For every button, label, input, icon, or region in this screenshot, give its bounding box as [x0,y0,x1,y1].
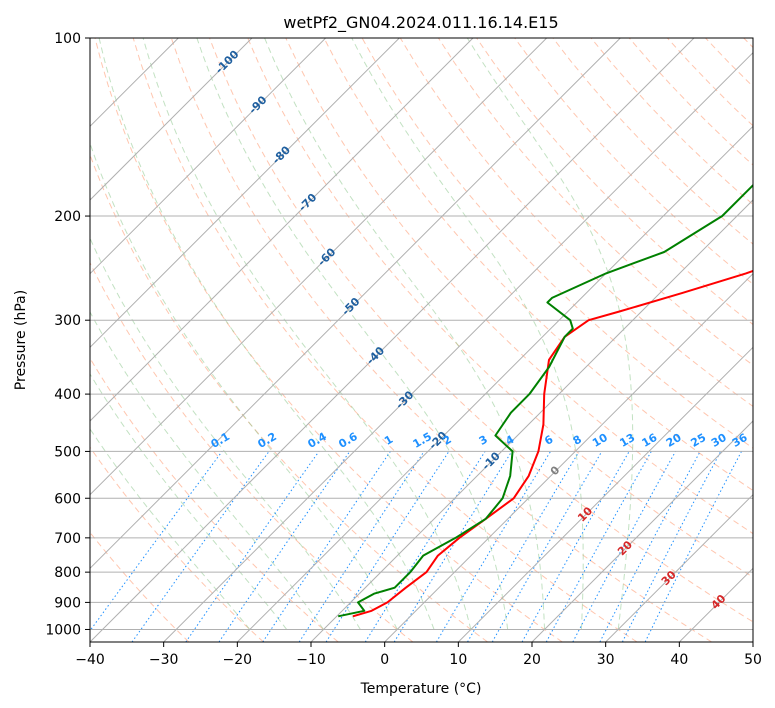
y-tick-label: 700 [54,531,81,547]
x-tick-label: 30 [597,652,615,668]
x-tick-label: 50 [744,652,762,668]
x-tick-label: 40 [670,652,688,668]
plot-background [90,38,753,642]
chart-title: wetPf2_GN04.2024.011.16.14.E15 [283,13,558,33]
y-tick-label: 600 [54,491,81,507]
y-tick-label: 100 [54,31,81,47]
x-tick-label: 20 [523,652,541,668]
y-tick-label: 900 [54,595,81,611]
x-axis-label: Temperature (°C) [360,681,482,697]
y-tick-label: 300 [54,313,81,329]
x-tick-label: −20 [223,652,253,668]
x-tick-label: −30 [149,652,179,668]
y-tick-label: 400 [54,387,81,403]
x-tick-label: 0 [380,652,389,668]
x-tick-label: −40 [75,652,105,668]
y-tick-label: 200 [54,209,81,225]
x-tick-label: 10 [449,652,467,668]
y-tick-label: 800 [54,565,81,581]
y-tick-label: 500 [54,444,81,460]
y-axis-label: Pressure (hPa) [13,290,29,390]
y-tick-label: 1000 [45,622,81,638]
x-tick-label: −10 [296,652,326,668]
isotherm-gridline [753,38,775,642]
